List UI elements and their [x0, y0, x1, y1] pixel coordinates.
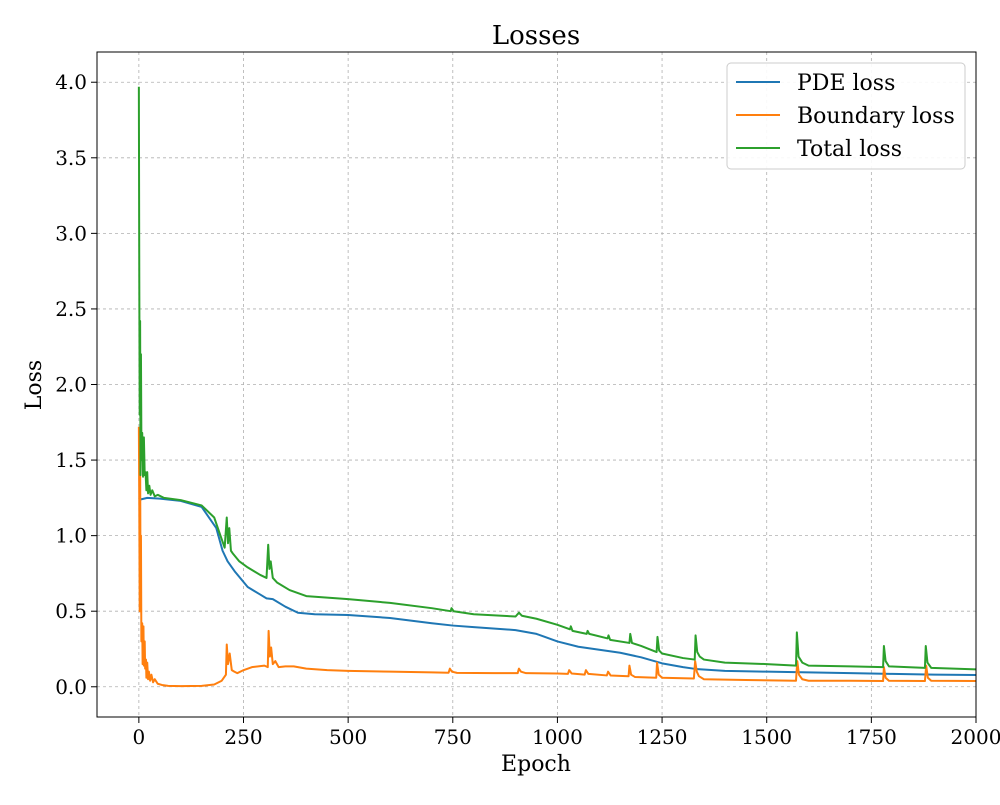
y-tick-label: 1.0	[55, 524, 87, 548]
x-tick-label: 1250	[637, 725, 688, 749]
y-tick-label: 3.5	[55, 146, 87, 170]
x-tick-label: 1500	[741, 725, 792, 749]
x-axis-label: Epoch	[501, 752, 571, 777]
y-tick-label: 3.0	[55, 221, 87, 245]
y-tick-label: 2.0	[55, 373, 87, 397]
x-tick-label: 0	[132, 725, 145, 749]
legend-box	[726, 62, 966, 170]
chart-title: Losses	[492, 21, 580, 51]
x-tick-label: 250	[224, 725, 262, 749]
x-tick-label: 1000	[532, 725, 583, 749]
y-tick-label: 0.5	[55, 599, 87, 623]
y-tick-label: 1.5	[55, 448, 87, 472]
legend-label-total-loss: Total loss	[797, 137, 902, 162]
y-axis-ticks: 0.0 0.5 1.0 1.5 2.0 2.5 3.0 3.5 4.0	[55, 70, 97, 699]
x-tick-label: 750	[434, 725, 472, 749]
series-lines	[137, 86, 977, 688]
x-tick-label: 2000	[951, 725, 1000, 749]
legend-label-pde-loss: PDE loss	[797, 71, 895, 96]
y-tick-label: 4.0	[55, 70, 87, 94]
series-line-boundary-loss	[137, 426, 977, 688]
x-tick-label: 500	[329, 725, 367, 749]
legend-label-boundary-loss: Boundary loss	[797, 104, 955, 129]
series-line-pde-loss	[138, 496, 977, 676]
y-axis-label: Loss	[22, 360, 47, 410]
x-axis-ticks: 0 250 500 750 1000 1250 1500 1750 2000	[132, 717, 1000, 749]
x-tick-label: 1750	[846, 725, 897, 749]
legend: PDE loss Boundary loss Total loss	[726, 62, 966, 170]
series-line-total-loss	[137, 86, 977, 671]
y-tick-label: 2.5	[55, 297, 87, 321]
y-tick-label: 0.0	[55, 675, 87, 699]
